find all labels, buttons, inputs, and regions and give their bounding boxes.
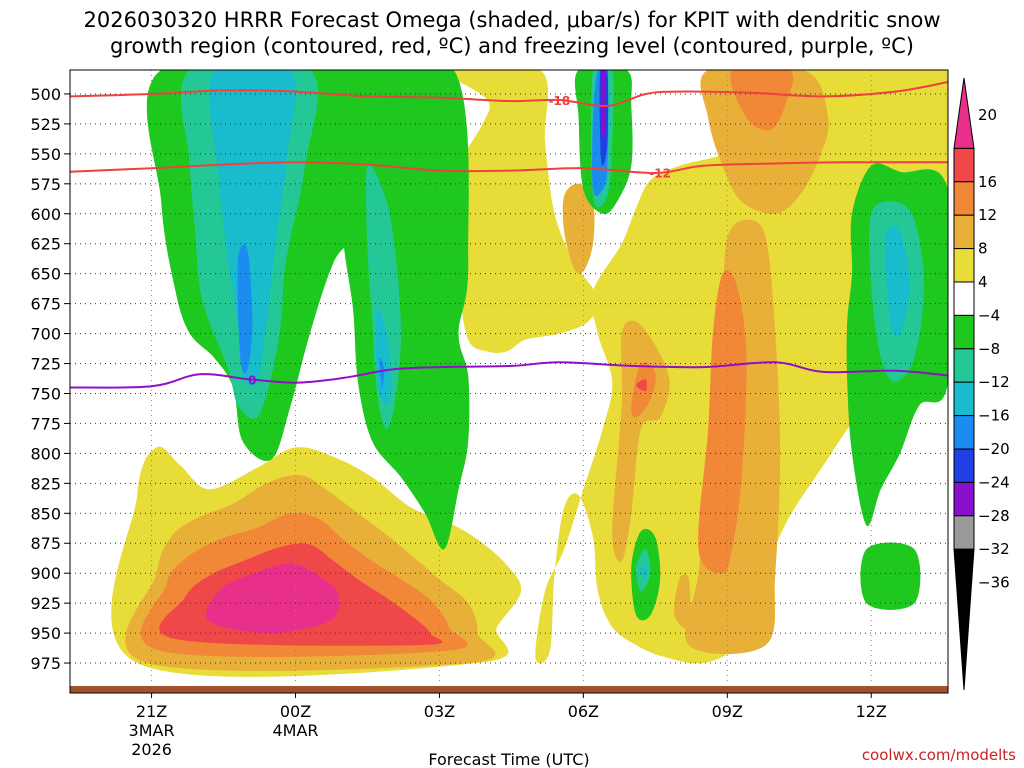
colorbar-bin-2 — [953, 181, 975, 216]
credit-link[interactable]: coolwx.com/modelts — [862, 746, 1016, 764]
x-tick-date-00Z: 4MAR — [272, 721, 318, 740]
omega-region-1-4 — [562, 183, 595, 274]
y-tick-label-900: 900 — [30, 564, 61, 583]
colorbar-label-1: 16 — [978, 173, 997, 191]
contour-label-0: -18 — [549, 94, 571, 108]
colorbar-label-11: −28 — [978, 507, 1010, 525]
omega-region-2-2 — [698, 270, 747, 574]
colorbar-label-3: 8 — [978, 240, 988, 258]
contour-line-2 — [70, 361, 948, 389]
chart-title-line-2: growth region (contoured, red, ºC) and f… — [110, 34, 914, 58]
omega-region-6-1 — [365, 164, 401, 430]
x-tick-year-21Z: 2026 — [131, 740, 172, 759]
chart-title-line-1: 2026030320 HRRR Forecast Omega (shaded, … — [84, 8, 941, 32]
contour-line-0 — [70, 81, 948, 107]
colorbar-label-13: −36 — [978, 574, 1010, 592]
contour-line-1 — [70, 161, 948, 175]
y-tick-label-925: 925 — [30, 594, 61, 613]
x-tick-label-06Z: 06Z — [568, 702, 599, 721]
y-tick-label-850: 850 — [30, 504, 61, 523]
omega-region-7-1 — [375, 307, 392, 406]
colorbar-label-4: 4 — [978, 273, 988, 291]
omega-region-7-4 — [640, 564, 647, 580]
colorbar-bin-1 — [953, 147, 975, 183]
colorbar-label-9: −20 — [978, 440, 1010, 458]
y-tick-label-650: 650 — [30, 265, 61, 284]
x-tick-date-21Z: 3MAR — [129, 721, 175, 740]
y-tick-label-725: 725 — [30, 355, 61, 374]
colorbar-label-2: 12 — [978, 206, 997, 224]
colorbar-bin-5 — [953, 281, 975, 316]
omega-region-3-1 — [636, 378, 647, 392]
y-tick-label-675: 675 — [30, 295, 61, 314]
colorbar-bin-7 — [953, 348, 975, 383]
colorbar-bin-8 — [953, 381, 975, 417]
colorbar-bin-4 — [953, 248, 975, 283]
colorbar-label-8: −16 — [978, 407, 1010, 425]
y-tick-label-575: 575 — [30, 175, 61, 194]
omega-region-8-2 — [379, 356, 385, 388]
x-tick-label-12Z: 12Z — [856, 702, 887, 721]
y-tick-label-875: 875 — [30, 534, 61, 553]
x-tick-label-21Z: 21Z — [136, 702, 167, 721]
colorbar-bin-12 — [953, 515, 975, 550]
y-tick-label-700: 700 — [30, 325, 61, 344]
plot-frame — [69, 69, 949, 694]
omega-region-2-1 — [730, 70, 794, 131]
y-tick-label-500: 500 — [30, 85, 61, 104]
y-tick-label-550: 550 — [30, 145, 61, 164]
colorbar-bin-0 — [953, 77, 975, 149]
ground-surface — [70, 686, 948, 693]
omega-region-0-2 — [447, 70, 599, 353]
x-tick-label-03Z: 03Z — [424, 702, 455, 721]
y-tick-label-800: 800 — [30, 444, 61, 463]
omega-region-7-3 — [885, 226, 910, 337]
colorbar-bin-10 — [953, 448, 975, 483]
contour-label-2: 0 — [248, 373, 256, 387]
omega-region-1-1 — [700, 70, 829, 214]
colorbar-bin-9 — [953, 415, 975, 450]
omega-shading — [111, 70, 948, 677]
colorbar-bin-11 — [953, 481, 975, 517]
y-tick-label-750: 750 — [30, 384, 61, 403]
y-tick-label-950: 950 — [30, 624, 61, 643]
colorbar-label-10: −24 — [978, 473, 1010, 491]
y-tick-label-975: 975 — [30, 654, 61, 673]
contour-label-1: -12 — [649, 166, 671, 180]
omega-region-1-5 — [674, 573, 691, 629]
omega-region-10-0 — [601, 70, 606, 138]
y-tick-label-525: 525 — [30, 115, 61, 134]
x-tick-label-00Z: 00Z — [280, 702, 311, 721]
temperature-contours: -18 -12 0 — [70, 81, 948, 389]
colorbar-bin-6 — [953, 314, 975, 350]
colorbar-bin-3 — [953, 214, 975, 250]
colorbar-label-12: −32 — [978, 540, 1010, 558]
y-tick-label-600: 600 — [30, 205, 61, 224]
x-tick-label-09Z: 09Z — [712, 702, 743, 721]
colorbar-label-6: −8 — [978, 340, 1000, 358]
y-tick-label-775: 775 — [30, 414, 61, 433]
omega-region-5-4 — [860, 542, 921, 610]
omega-region-8-0 — [237, 244, 253, 374]
colorbar-label-0: 20 — [978, 106, 997, 124]
y-tick-label-625: 625 — [30, 235, 61, 254]
y-axis: 500 525 550 575 600 625 650 675 700 725 750 775 800 8… — [30, 85, 70, 673]
y-tick-label-825: 825 — [30, 474, 61, 493]
omega-region-7-0 — [209, 70, 296, 387]
colorbar: 20 16 12 8 4 −4 −8 −12 −16 −20 −24 −28 −32 −36 — [953, 77, 1010, 691]
x-axis-label: Forecast Time (UTC) — [428, 750, 589, 768]
colorbar-bin-13 — [953, 548, 975, 691]
omega-region-4-0 — [205, 563, 340, 634]
colorbar-label-7: −12 — [978, 373, 1010, 391]
colorbar-label-5: −4 — [978, 306, 1000, 324]
